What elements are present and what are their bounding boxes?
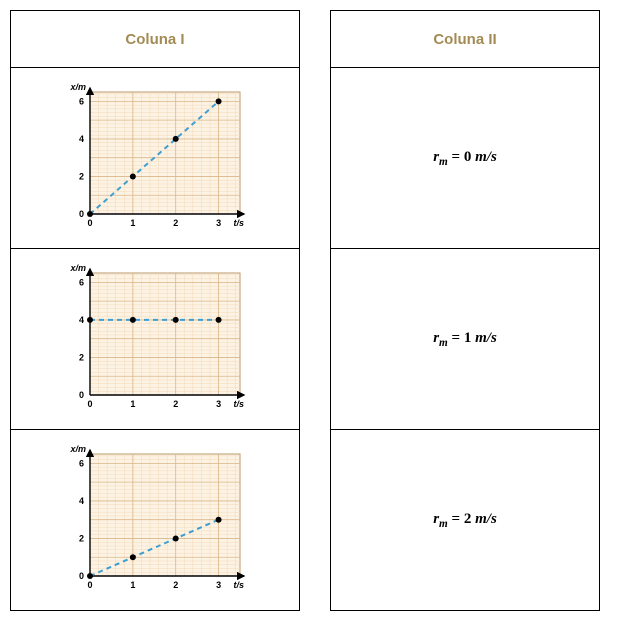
eq-cell-3: rm = 2 m/s	[331, 430, 600, 611]
svg-text:6: 6	[79, 277, 84, 287]
svg-text:t/s: t/s	[233, 399, 244, 409]
eq-cell-1: rm = 0 m/s	[331, 68, 600, 249]
chart-cell-1: 0 1 2 3 0 2 4 6 x/m t/s	[11, 68, 300, 249]
chart-3: 0 1 2 3 0 2 4 6 x/m t/s	[12, 432, 298, 608]
equation-1: rm = 0 m/s	[433, 149, 497, 165]
svg-text:0: 0	[87, 580, 92, 590]
svg-text:4: 4	[79, 315, 84, 325]
column-1-header: Coluna I	[11, 11, 300, 68]
svg-text:0: 0	[79, 571, 84, 581]
chart-1: 0 1 2 3 0 2 4 6 x/m t/s	[12, 70, 298, 246]
chart-cell-2: 0 1 2 3 0 2 4 6 x/m t/s	[11, 249, 300, 430]
svg-text:4: 4	[79, 134, 84, 144]
svg-text:3: 3	[216, 399, 221, 409]
svg-text:0: 0	[79, 209, 84, 219]
svg-text:1: 1	[130, 580, 135, 590]
svg-text:x/m: x/m	[69, 263, 86, 273]
columns-wrap: Coluna I 0 1 2 3 0 2 4 6 x/m t/s 0 1 2 3 0 2 4 6 x/m t/s 0…	[10, 10, 630, 611]
svg-text:2: 2	[79, 533, 84, 543]
svg-text:3: 3	[216, 218, 221, 228]
svg-text:6: 6	[79, 458, 84, 468]
svg-text:t/s: t/s	[233, 218, 244, 228]
equation-2: rm = 1 m/s	[433, 330, 497, 346]
svg-text:2: 2	[173, 580, 178, 590]
svg-text:0: 0	[87, 399, 92, 409]
chart-2: 0 1 2 3 0 2 4 6 x/m t/s	[12, 251, 298, 427]
svg-text:t/s: t/s	[233, 580, 244, 590]
svg-text:2: 2	[79, 171, 84, 181]
svg-text:1: 1	[130, 218, 135, 228]
svg-text:0: 0	[87, 218, 92, 228]
svg-text:3: 3	[216, 580, 221, 590]
svg-text:4: 4	[79, 496, 84, 506]
svg-text:6: 6	[79, 96, 84, 106]
column-2-header: Coluna II	[331, 11, 600, 68]
column-2-table: Coluna II rm = 0 m/s rm = 1 m/s rm = 2 m…	[330, 10, 600, 611]
svg-text:0: 0	[79, 390, 84, 400]
chart-cell-3: 0 1 2 3 0 2 4 6 x/m t/s	[11, 430, 300, 611]
svg-text:x/m: x/m	[69, 82, 86, 92]
equation-3: rm = 2 m/s	[433, 511, 497, 527]
svg-text:2: 2	[173, 218, 178, 228]
svg-text:2: 2	[173, 399, 178, 409]
svg-text:1: 1	[130, 399, 135, 409]
svg-text:x/m: x/m	[69, 444, 86, 454]
svg-text:2: 2	[79, 352, 84, 362]
column-1-table: Coluna I 0 1 2 3 0 2 4 6 x/m t/s 0 1 2 3 0 2 4 6 x/m t/s 0…	[10, 10, 300, 611]
eq-cell-2: rm = 1 m/s	[331, 249, 600, 430]
